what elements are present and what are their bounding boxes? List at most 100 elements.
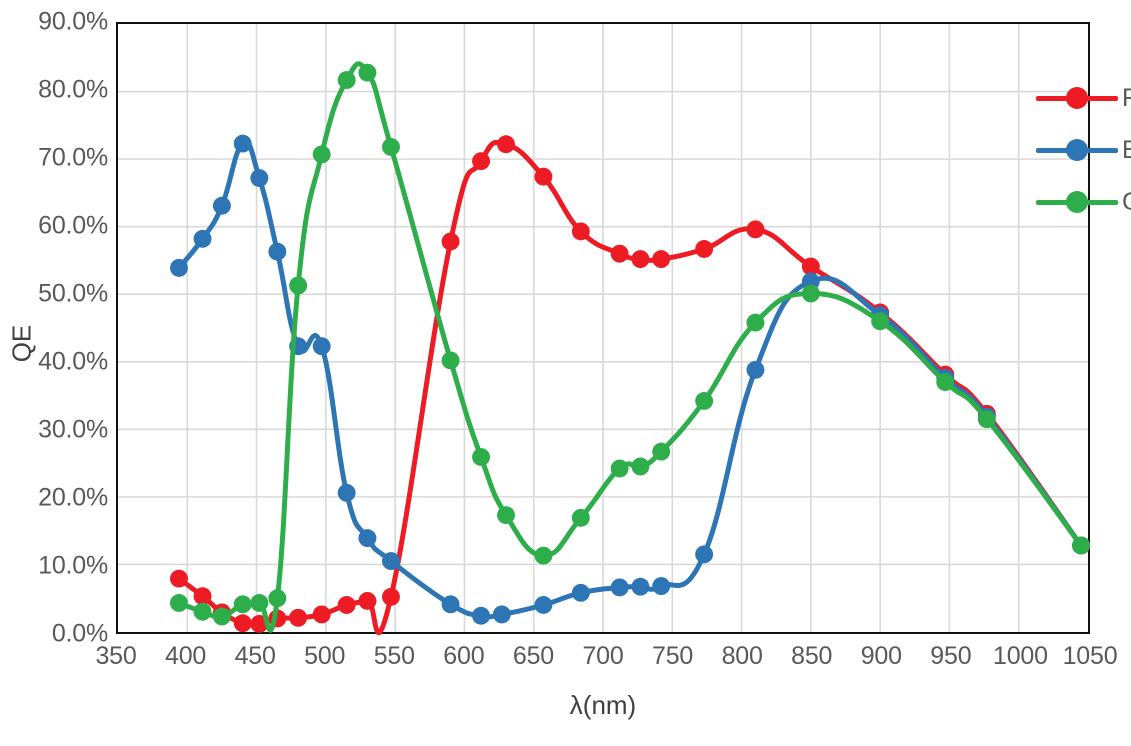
data-point (382, 587, 400, 606)
data-point (289, 276, 308, 295)
x-tick-label: 650 (512, 642, 554, 670)
data-point (382, 138, 400, 156)
y-tick-label: 10.0% (38, 551, 108, 580)
series-G (170, 61, 1091, 633)
data-point (312, 337, 331, 356)
x-tick-label: 700 (582, 642, 624, 670)
legend-label: G (1122, 189, 1131, 215)
legend-swatch-icon (1036, 139, 1118, 161)
x-tick-label: 1050 (1062, 642, 1118, 670)
data-point (233, 595, 252, 614)
data-point (801, 257, 820, 276)
data-point (441, 595, 460, 614)
data-point (233, 134, 252, 153)
x-tick-label: 500 (304, 642, 346, 670)
data-point (212, 607, 231, 626)
data-point (250, 594, 269, 612)
y-axis-title: QE (6, 324, 37, 363)
x-tick-label: 600 (443, 642, 485, 670)
data-point (289, 608, 308, 627)
data-point (610, 459, 629, 478)
x-tick-label: 550 (373, 642, 415, 670)
y-tick-label: 60.0% (38, 211, 108, 240)
legend-marker-dot (1066, 139, 1088, 161)
data-point (571, 583, 590, 602)
data-point (610, 244, 629, 263)
data-point (472, 448, 491, 466)
data-point (193, 229, 212, 248)
data-point (441, 351, 460, 370)
y-tick-label: 90.0% (38, 7, 108, 36)
x-tick-label: 1000 (993, 642, 1048, 670)
legend-item-R[interactable]: R (1036, 72, 1131, 124)
data-point (631, 250, 650, 269)
x-axis-tick-labels: 350 400 450 500 550 600 650 700 750 800 850 900 950 1… (95, 642, 1117, 676)
y-tick-label: 40.0% (38, 347, 108, 376)
data-point (337, 596, 356, 614)
data-point (472, 606, 491, 625)
x-tick-label: 950 (930, 642, 972, 670)
data-point (571, 508, 590, 527)
data-point (534, 546, 553, 565)
data-point (358, 529, 377, 548)
data-point (212, 196, 231, 215)
legend-label: B (1122, 135, 1131, 164)
legend-marker-dot (1066, 87, 1088, 109)
data-point (170, 569, 188, 588)
data-point (337, 71, 356, 90)
data-point (170, 258, 188, 277)
data-point (610, 578, 629, 597)
x-tick-label: 350 (95, 642, 137, 670)
x-tick-label: 850 (791, 642, 833, 670)
legend-label: R (1122, 85, 1131, 111)
data-point (497, 135, 515, 154)
data-point (534, 596, 553, 614)
legend-marker-dot (1066, 191, 1088, 213)
data-point (746, 360, 765, 379)
data-point (801, 284, 820, 303)
data-point (193, 602, 212, 621)
x-tick-label: 450 (234, 642, 276, 670)
data-point (631, 457, 650, 476)
data-point (233, 614, 252, 633)
x-axis-title: λ(nm) (569, 690, 637, 720)
data-point (497, 506, 515, 525)
y-tick-label: 20.0% (38, 483, 108, 512)
data-point (312, 145, 331, 164)
data-point (193, 587, 212, 606)
data-point (652, 250, 671, 269)
data-point (695, 392, 714, 410)
data-point (1072, 536, 1091, 555)
x-tick-label: 900 (860, 642, 902, 670)
legend-item-G[interactable]: G (1036, 176, 1131, 228)
data-point (936, 373, 955, 391)
data-point (571, 222, 590, 241)
data-point (652, 442, 671, 461)
data-point (472, 152, 491, 171)
y-tick-label: 0.0% (51, 619, 108, 648)
legend-item-B[interactable]: B (1036, 124, 1131, 176)
legend: RBG (1036, 72, 1131, 228)
data-point (492, 605, 511, 624)
data-point (170, 594, 188, 612)
data-point (746, 313, 765, 332)
data-point (695, 240, 714, 258)
legend-swatch-icon (1036, 87, 1118, 109)
legend-swatch-icon (1036, 191, 1118, 213)
data-point (871, 312, 890, 331)
data-point (652, 577, 671, 596)
data-point (695, 545, 714, 564)
data-point (337, 483, 356, 502)
data-series-layer (170, 61, 1091, 635)
data-point (631, 577, 650, 596)
data-point (977, 410, 996, 429)
data-point (312, 605, 331, 624)
data-point (534, 167, 553, 186)
x-tick-label: 750 (652, 642, 694, 670)
x-tick-label: 800 (721, 642, 763, 670)
y-tick-label: 70.0% (38, 143, 108, 172)
data-point (746, 220, 765, 239)
y-tick-label: 80.0% (38, 75, 108, 104)
data-point (358, 591, 377, 610)
